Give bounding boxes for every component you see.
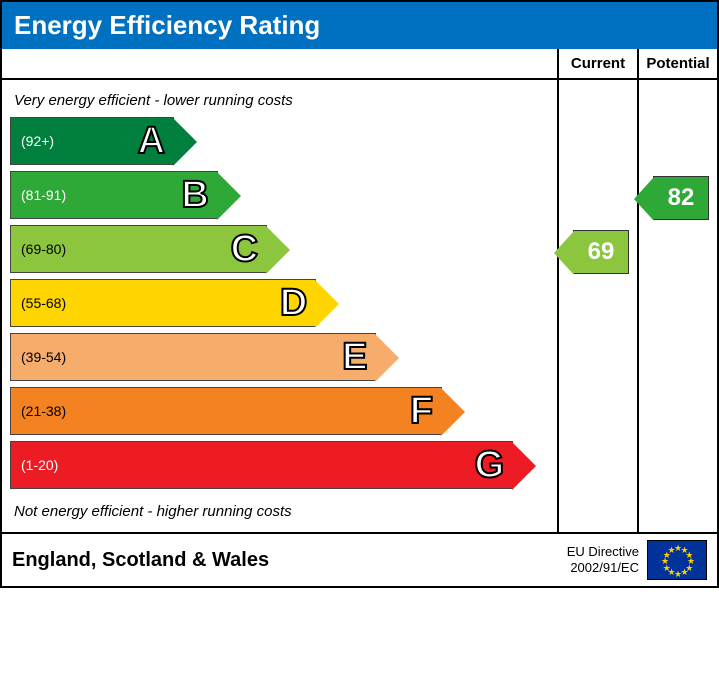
caption-top: Very energy efficient - lower running co… — [10, 88, 557, 117]
band-g: (1-20) G — [10, 441, 513, 489]
band-d: (55-68) D — [10, 279, 316, 327]
current-column: 69 — [557, 80, 637, 532]
band-letter: B — [181, 174, 208, 217]
footer-directive: EU Directive 2002/91/EC — [567, 544, 639, 575]
eu-star-icon: ★ — [668, 545, 676, 556]
band-range: (21-38) — [21, 403, 66, 419]
header-spacer — [2, 49, 557, 78]
band-e: (39-54) E — [10, 333, 376, 381]
eu-flag-icon: ★★★★★★★★★★★★ — [647, 540, 707, 580]
current-marker-arrow-icon — [554, 231, 574, 275]
footer-region: England, Scotland & Wales — [12, 549, 567, 572]
potential-column: 82 — [637, 80, 717, 532]
potential-marker-arrow-icon — [634, 177, 654, 221]
band-arrow-icon — [441, 388, 465, 436]
header-potential: Potential — [637, 49, 717, 78]
directive-line2: 2002/91/EC — [567, 560, 639, 576]
band-letter: F — [410, 390, 433, 433]
band-letter: G — [475, 444, 505, 487]
band-b: (81-91) B — [10, 171, 218, 219]
band-range: (1-20) — [21, 457, 58, 473]
band-range: (55-68) — [21, 295, 66, 311]
band-letter: E — [342, 336, 367, 379]
band-a: (92+) A — [10, 117, 174, 165]
epc-chart: Energy Efficiency Rating Current Potenti… — [0, 0, 719, 588]
bands-area: Very energy efficient - lower running co… — [2, 80, 557, 532]
header-row: Current Potential — [2, 49, 717, 80]
chart-title: Energy Efficiency Rating — [2, 2, 717, 49]
header-current: Current — [557, 49, 637, 78]
band-arrow-icon — [512, 442, 536, 490]
band-letter: D — [280, 282, 307, 325]
band-range: (69-80) — [21, 241, 66, 257]
band-arrow-icon — [375, 334, 399, 382]
band-arrow-icon — [266, 226, 290, 274]
current-value: 69 — [588, 238, 615, 266]
potential-marker: 82 — [653, 176, 709, 220]
footer-row: England, Scotland & Wales EU Directive 2… — [2, 532, 717, 586]
band-range: (39-54) — [21, 349, 66, 365]
band-arrow-icon — [315, 280, 339, 328]
current-marker: 69 — [573, 230, 629, 274]
directive-line1: EU Directive — [567, 544, 639, 560]
band-letter: A — [138, 120, 165, 163]
band-letter: C — [231, 228, 258, 271]
band-arrow-icon — [173, 118, 197, 166]
potential-value: 82 — [668, 184, 695, 212]
caption-bottom: Not energy efficient - higher running co… — [10, 495, 557, 524]
band-range: (81-91) — [21, 187, 66, 203]
band-c: (69-80) C — [10, 225, 267, 273]
band-f: (21-38) F — [10, 387, 442, 435]
chart-body: Very energy efficient - lower running co… — [2, 80, 717, 532]
bands-host: (92+) A (81-91) B (69-80) C (55-68) D (39-54) E (2… — [10, 117, 557, 489]
band-range: (92+) — [21, 133, 54, 149]
band-arrow-icon — [217, 172, 241, 220]
